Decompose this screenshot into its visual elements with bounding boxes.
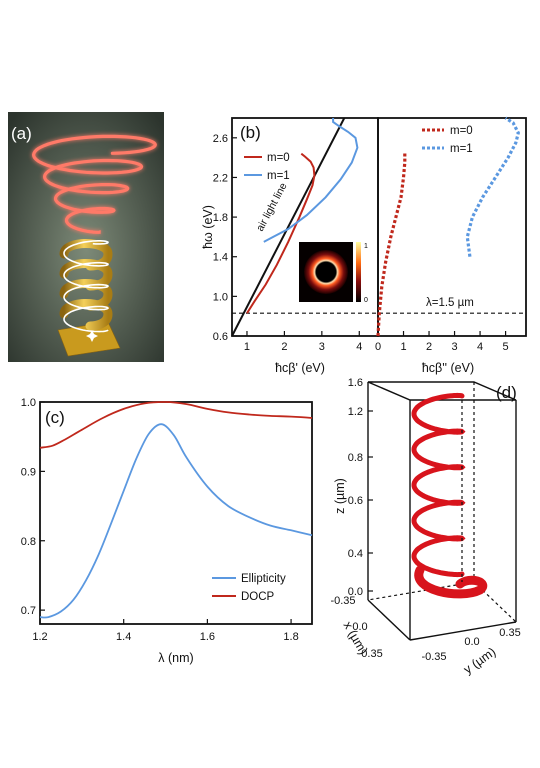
- d-z-tick-label: 1.6: [348, 377, 363, 389]
- panel-b-label: (b): [240, 123, 261, 142]
- d-z-tick-label: 1.2: [348, 406, 363, 418]
- b-y-tick-label: 1.0: [213, 291, 228, 303]
- d-z-tick-label: 0.0: [348, 586, 363, 598]
- panel-b-left-x-title: ħcβ' (eV): [275, 361, 325, 375]
- b-right-x-tick-label: 3: [451, 341, 457, 353]
- white-wire-helix: [63, 240, 109, 333]
- b-right-x-tick-label: 0: [375, 341, 381, 353]
- inset-ring: [304, 250, 348, 294]
- red-helix-tube: [411, 392, 466, 578]
- panel-b-right-frame: [377, 117, 527, 337]
- b-y-tick-label: 0.6: [213, 331, 228, 343]
- panel-a-label: (a): [11, 124, 32, 143]
- d-z-tick-label: 0.8: [348, 452, 363, 464]
- c-y-tick-label: 0.8: [21, 536, 36, 548]
- panel-b: 0.6 1.0 1.4 1.8 2.2 2.6 1 2 3 4 0 1 2 3 4 5 (b) m=0 m=1…: [201, 116, 527, 375]
- inset-colorbar-min: 0: [364, 297, 368, 304]
- gold-helix-antenna: [59, 239, 113, 333]
- panel-c: 0.7 0.8 0.9 1.0 1.2 1.4 1.6 1.8 (c) Ellipticity…: [21, 397, 313, 665]
- panel-d-box: [367, 381, 517, 641]
- panel-d-3d-helix: [411, 392, 487, 599]
- series-m-0: [246, 152, 316, 314]
- c-x-tick-label: 1.2: [32, 631, 47, 643]
- inset-colorbar: [356, 242, 361, 302]
- d-x-tick-label: 0.0: [352, 621, 367, 633]
- c-x-tick-label: 1.4: [116, 631, 131, 643]
- panel-c-label: (c): [45, 408, 65, 427]
- b-y-tick-label: 2.2: [213, 172, 228, 184]
- d-z-tick-label: 0.4: [348, 548, 363, 560]
- panel-b-right-x-title: ħcβ'' (eV): [422, 361, 474, 375]
- legend-c-docp: DOCP: [241, 591, 275, 603]
- c-y-tick-label: 0.7: [21, 605, 36, 617]
- b-y-tick-label: 1.8: [213, 212, 228, 224]
- c-y-tick-label: 1.0: [21, 397, 36, 409]
- panel-c-x-title: λ (nm): [158, 651, 193, 665]
- legend-c-ellipticity: Ellipticity: [241, 573, 286, 585]
- c-y-tick-label: 0.9: [21, 466, 36, 478]
- wavelength-line-label: λ=1.5 µm: [426, 297, 474, 309]
- legend-b-right-m0: m=0: [450, 125, 473, 137]
- panel-a: (a): [8, 112, 164, 362]
- d-y-tick-label: 0.35: [499, 627, 520, 639]
- air-light-line-label: air light line: [254, 181, 290, 234]
- series-docp: [39, 401, 313, 449]
- legend-b-left-m0: m=0: [267, 152, 290, 164]
- b-y-tick-label: 1.4: [213, 252, 228, 264]
- b-right-x-tick-label: 2: [426, 341, 432, 353]
- b-left-x-tick-label: 3: [319, 341, 325, 353]
- red-helix-base: [414, 565, 487, 599]
- series-ellipticity: [39, 423, 313, 619]
- panel-d: 0.00.40.60.81.21.6-0.350.00.350.350.0-0.…: [330, 377, 520, 677]
- d-z-tick-label: 0.6: [348, 495, 363, 507]
- panel-d-label: (d): [496, 383, 517, 402]
- panel-b-plot-area: 0.6 1.0 1.4 1.8 2.2 2.6 1 2 3 4 0 1 2 3 4 5: [213, 116, 526, 353]
- b-left-x-tick-label: 1: [244, 341, 250, 353]
- legend-b-left-m1: m=1: [267, 170, 290, 182]
- series-m-1: [465, 116, 520, 257]
- d-x-tick-label: 0.35: [361, 648, 382, 660]
- b-left-x-tick-label: 2: [281, 341, 287, 353]
- series-air-light-line: [231, 117, 346, 337]
- c-x-tick-label: 1.6: [200, 631, 215, 643]
- b-left-x-tick-label: 4: [356, 341, 362, 353]
- series-m-1: [263, 118, 359, 243]
- c-x-tick-label: 1.8: [283, 631, 298, 643]
- d-y-tick-label: -0.35: [421, 651, 446, 663]
- source-star-icon: [86, 330, 98, 342]
- d-y-tick-label: 0.0: [464, 636, 479, 648]
- panel-b-y-title: ħω (eV): [201, 205, 215, 249]
- panel-d-ticks: 0.00.40.60.81.21.6-0.350.00.350.350.0-0.…: [330, 377, 520, 663]
- b-right-x-tick-label: 1: [400, 341, 406, 353]
- b-right-x-tick-label: 5: [503, 341, 509, 353]
- series-m-0: [376, 152, 407, 337]
- b-y-tick-label: 2.6: [213, 133, 228, 145]
- panel-d-y-title: y (µm): [461, 645, 498, 677]
- d-x-tick-label: -0.35: [330, 595, 355, 607]
- panel-c-plot-area: 0.7 0.8 0.9 1.0 1.2 1.4 1.6 1.8: [21, 397, 313, 643]
- emitted-helical-beam: [31, 134, 157, 234]
- beam-spiral: [31, 134, 157, 234]
- mode-profile-inset: 1 0: [299, 242, 368, 304]
- panel-d-z-title: z (µm): [333, 478, 347, 514]
- legend-b-right-m1: m=1: [450, 143, 473, 155]
- inset-colorbar-max: 1: [364, 243, 368, 250]
- b-right-x-tick-label: 4: [477, 341, 483, 353]
